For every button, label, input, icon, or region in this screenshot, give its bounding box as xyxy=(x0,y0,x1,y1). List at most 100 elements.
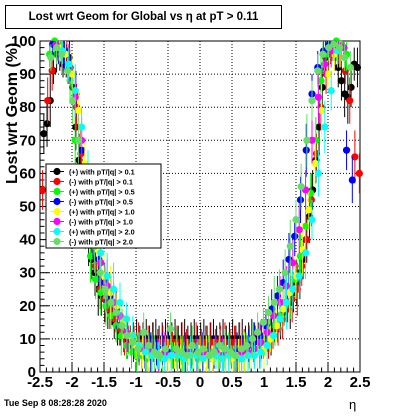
data-point xyxy=(122,315,130,323)
data-point xyxy=(257,348,265,356)
data-point xyxy=(312,149,321,158)
x-tick-label: 2 xyxy=(324,374,332,391)
data-point xyxy=(118,322,126,330)
data-point xyxy=(346,96,354,105)
data-point xyxy=(318,106,326,115)
data-point xyxy=(324,70,332,78)
data-point xyxy=(302,146,310,154)
data-point xyxy=(227,348,235,356)
y-tick-label: 80 xyxy=(19,99,36,116)
data-point xyxy=(317,77,325,85)
series-8 xyxy=(47,40,354,372)
y-axis-label: Lost wrt Geom (%) xyxy=(4,42,21,184)
x-axis-label: η xyxy=(349,397,357,412)
legend-entry: (+) with pT/|q| > 2.0 xyxy=(69,228,135,237)
data-point xyxy=(263,341,271,350)
data-point xyxy=(341,67,349,75)
data-point xyxy=(205,351,213,360)
data-point xyxy=(194,348,202,356)
data-point xyxy=(172,345,180,353)
data-point xyxy=(296,196,305,204)
data-point xyxy=(230,338,239,346)
legend-entry: (-) with pT/|q| > 2.0 xyxy=(69,238,133,247)
chart-title: Lost wrt Geom for Global vs η at pT > 0.… xyxy=(5,5,282,29)
data-point xyxy=(346,63,354,72)
y-tick-label: 50 xyxy=(19,199,36,216)
x-tick-label: -2 xyxy=(65,374,78,391)
data-point xyxy=(238,345,246,353)
data-point xyxy=(347,83,355,91)
data-point xyxy=(341,53,349,62)
data-point xyxy=(140,328,148,336)
legend-entry: (+) with pT/|q| > 1.0 xyxy=(69,208,135,217)
data-point xyxy=(297,183,305,191)
data-point xyxy=(308,136,316,144)
data-point xyxy=(305,206,313,214)
data-point xyxy=(311,159,319,168)
data-point xyxy=(48,67,56,75)
y-tick-label: 30 xyxy=(19,265,36,282)
data-point xyxy=(92,275,100,283)
y-tick-label: 0 xyxy=(28,364,36,381)
data-point xyxy=(63,67,72,75)
data-point xyxy=(183,351,191,360)
data-point xyxy=(110,285,118,293)
data-point xyxy=(156,351,164,360)
legend-entry: (-) with pT/|q| > 0.1 xyxy=(69,178,133,187)
data-point xyxy=(295,226,303,234)
data-point xyxy=(275,285,283,293)
data-point xyxy=(244,351,252,360)
data-point xyxy=(166,325,175,333)
x-tick-label: 1.5 xyxy=(286,374,307,391)
data-point xyxy=(281,269,289,277)
data-point xyxy=(302,222,310,230)
y-tick-label: 40 xyxy=(19,232,36,249)
data-point xyxy=(44,96,52,105)
data-point xyxy=(270,331,278,340)
data-point xyxy=(351,153,359,161)
y-tick-label: 100 xyxy=(11,33,36,50)
data-point xyxy=(314,67,322,75)
data-point xyxy=(199,345,207,353)
legend-box xyxy=(45,163,162,249)
data-point xyxy=(327,87,335,95)
legend-entry: (-) with pT/|q| > 1.0 xyxy=(69,218,133,227)
data-point xyxy=(103,272,111,280)
data-point xyxy=(112,308,120,317)
data-point xyxy=(107,298,115,307)
data-point xyxy=(348,176,356,184)
data-point xyxy=(319,50,327,58)
data-point xyxy=(78,123,86,131)
legend-entry: (+) with pT/|q| > 0.5 xyxy=(69,188,135,197)
data-point xyxy=(65,60,73,68)
data-point xyxy=(289,285,297,293)
data-point xyxy=(279,305,287,313)
data-point xyxy=(254,328,262,336)
data-point xyxy=(182,338,191,346)
y-tick-label: 10 xyxy=(19,331,36,348)
data-point xyxy=(202,338,210,346)
data-point xyxy=(145,341,153,350)
data-point xyxy=(302,249,310,257)
data-point xyxy=(321,60,329,68)
data-point xyxy=(337,77,346,85)
data-point xyxy=(270,298,278,307)
data-point xyxy=(102,302,110,310)
data-point xyxy=(210,348,218,356)
data-point xyxy=(291,232,299,240)
data-point xyxy=(216,341,224,350)
data-point xyxy=(173,338,181,346)
data-point xyxy=(303,136,311,144)
data-point xyxy=(91,269,99,277)
chart-title-text: Lost wrt Geom for Global vs η at pT > 0.… xyxy=(28,11,259,23)
data-point xyxy=(40,130,48,138)
legend: (+) with pT/|q| > 0.1(-) with pT/|q| > 0… xyxy=(45,163,162,249)
data-point xyxy=(282,298,290,307)
data-point xyxy=(232,351,240,360)
x-tick-label: -0.5 xyxy=(155,374,181,391)
data-point xyxy=(142,348,150,356)
data-point xyxy=(353,63,362,72)
y-tick-label: 70 xyxy=(19,132,36,149)
